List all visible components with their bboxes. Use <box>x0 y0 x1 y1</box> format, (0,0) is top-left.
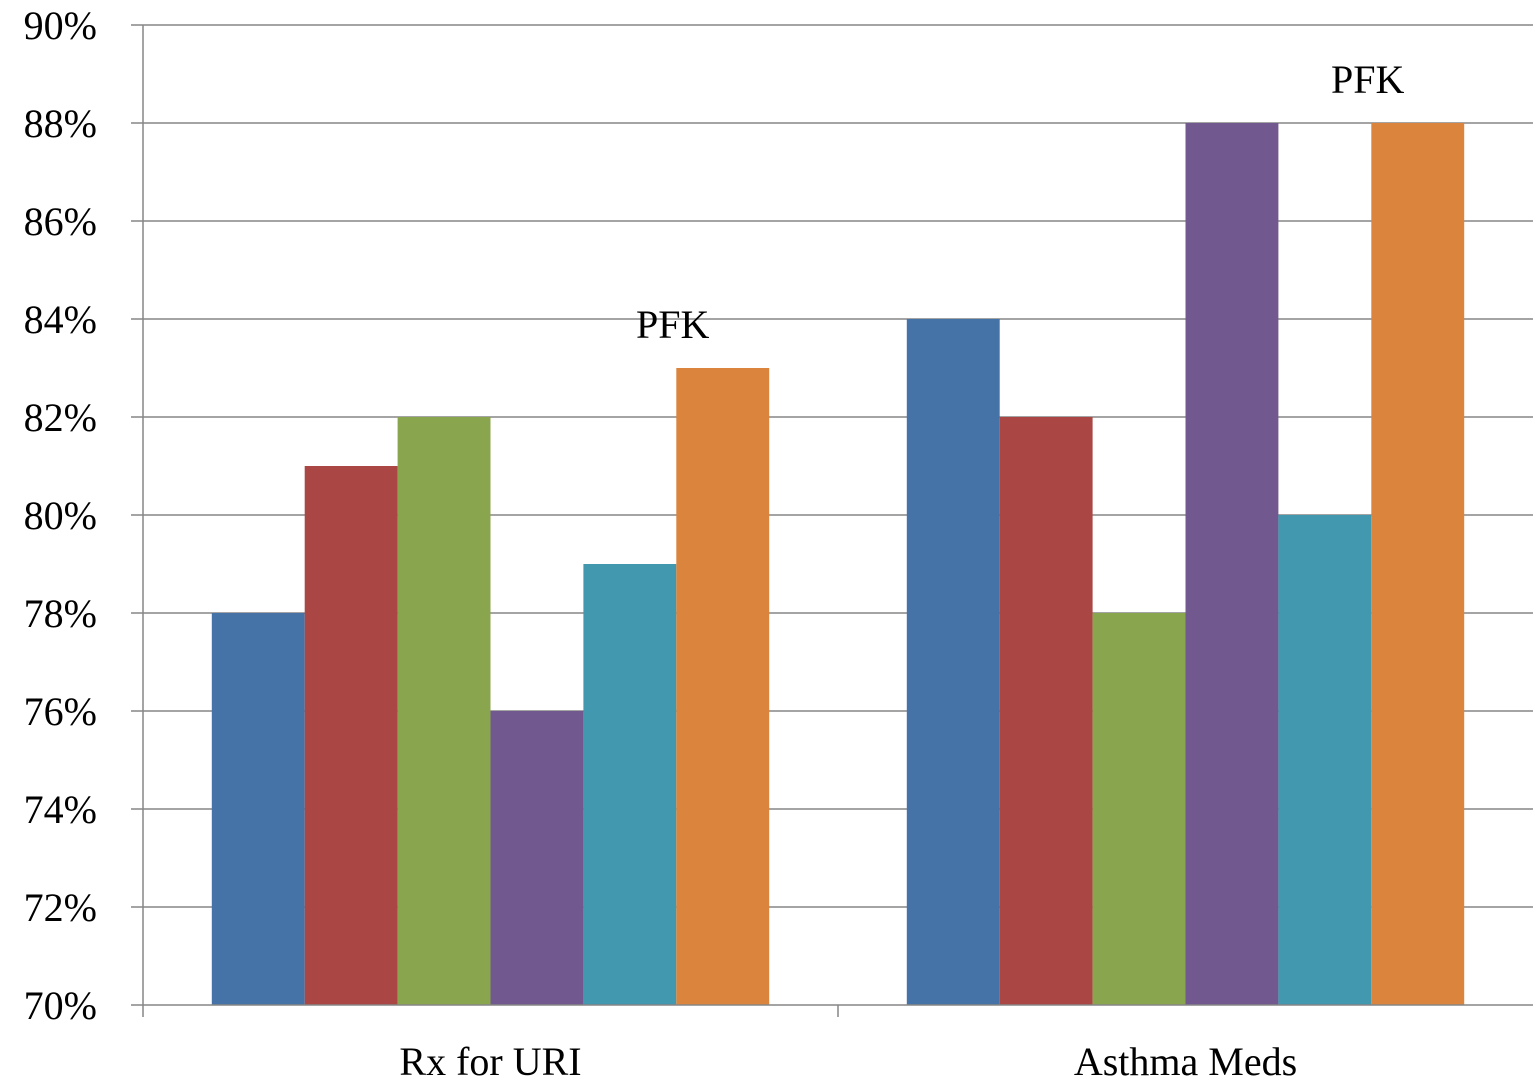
y-tick-label: 84% <box>24 297 97 342</box>
y-tick-label: 70% <box>24 983 97 1028</box>
x-category-label: Rx for URI <box>399 1039 581 1082</box>
y-tick-label: 72% <box>24 885 97 930</box>
y-tick-label: 76% <box>24 689 97 734</box>
bar <box>490 711 584 1005</box>
axes <box>131 24 1533 1017</box>
bar <box>1278 515 1372 1005</box>
y-tick-label: 74% <box>24 787 97 832</box>
bar <box>906 319 1000 1005</box>
bar <box>676 368 770 1005</box>
bar <box>999 417 1093 1005</box>
bar <box>304 466 398 1005</box>
x-category-label: Asthma Meds <box>1074 1039 1297 1082</box>
y-tick-label: 80% <box>24 493 97 538</box>
bar <box>1185 123 1279 1005</box>
bar <box>583 564 677 1005</box>
bar-annotation: PFK <box>636 302 709 347</box>
y-tick-label: 88% <box>24 101 97 146</box>
bar <box>211 613 305 1005</box>
bar <box>1092 613 1186 1005</box>
y-tick-label: 86% <box>24 199 97 244</box>
bar <box>397 417 491 1005</box>
labels: 70% 72% 74% 76% 78% 80% 82% 84% 86% 88% 90% Rx for … <box>24 3 1405 1084</box>
y-tick-label: 90% <box>24 3 97 48</box>
y-tick-label: 78% <box>24 591 97 636</box>
bar-annotation: PFK <box>1331 57 1404 102</box>
bar <box>1371 123 1465 1005</box>
bars <box>211 123 1465 1005</box>
y-tick-label: 82% <box>24 395 97 440</box>
